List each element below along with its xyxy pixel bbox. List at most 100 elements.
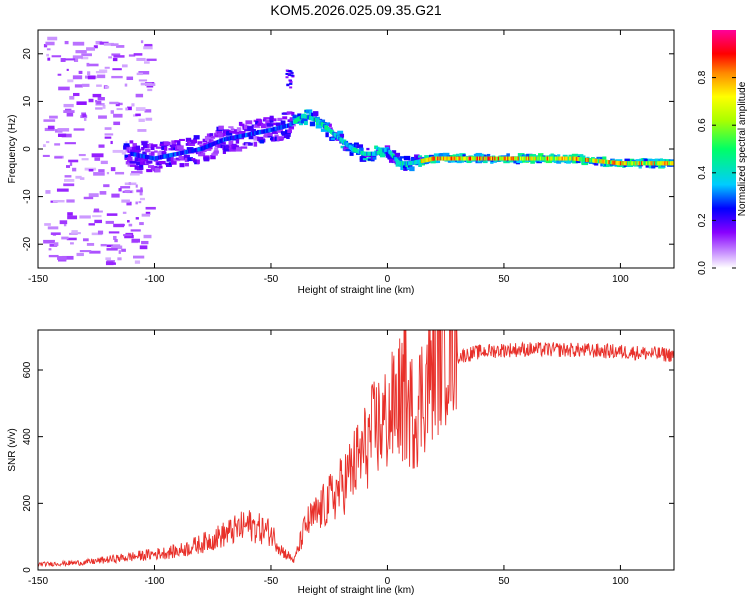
spectrum-cell xyxy=(94,219,103,224)
spectrum-cell xyxy=(418,155,423,158)
spectrum-cell xyxy=(129,164,137,167)
spectrum-cell xyxy=(213,150,219,154)
spectrum-cell xyxy=(274,134,279,138)
spectrum-cell xyxy=(72,75,83,80)
spectrum-cell xyxy=(82,113,87,118)
spectrum-cell xyxy=(61,133,72,138)
spectrum-cell xyxy=(138,201,142,204)
spectrum-cell xyxy=(566,159,571,164)
spectrum-cell xyxy=(245,120,253,125)
spectrum-cell xyxy=(168,148,173,151)
x-tick-label: 0 xyxy=(385,274,391,285)
spectrogram-heatmap xyxy=(42,36,674,266)
spectrum-cell xyxy=(63,183,75,187)
spectrum-cell xyxy=(210,154,216,160)
spectrum-cell xyxy=(500,155,506,158)
spectrum-cell xyxy=(144,109,152,113)
spectrum-cell xyxy=(91,232,103,236)
spectrum-cell xyxy=(394,152,401,157)
spectrum-cell xyxy=(57,133,67,137)
spectrum-cell xyxy=(72,167,77,172)
spectrum-cell xyxy=(228,126,234,129)
spectrum-cell xyxy=(141,240,149,245)
spectrum-cell xyxy=(108,231,120,234)
spectrum-cell xyxy=(76,252,84,257)
spectrum-cell xyxy=(111,245,123,250)
spectrum-cell xyxy=(66,199,75,203)
spectrum-cell xyxy=(286,134,290,140)
spectrum-cell xyxy=(136,72,143,76)
spectrum-cell xyxy=(134,157,142,162)
spectrum-cell xyxy=(97,230,104,235)
snr-x-axis: -150 -100 -50 0 50 100 xyxy=(28,330,629,587)
spectrum-cell xyxy=(113,121,121,126)
spectrum-cell xyxy=(143,143,150,149)
spectrum-cell xyxy=(180,156,187,161)
spectrum-cell xyxy=(545,158,553,164)
spectrum-cell xyxy=(104,66,110,69)
spectrum-cell xyxy=(143,61,150,64)
spectrum-cell xyxy=(81,53,92,57)
spectrum-cell xyxy=(506,153,510,158)
spectrum-cell xyxy=(71,230,78,234)
y-tick-label: -20 xyxy=(22,237,33,252)
spectrum-cell xyxy=(455,153,460,159)
spectrum-cell xyxy=(93,208,100,213)
spectrum-cell xyxy=(87,71,91,76)
spectrum-cell xyxy=(100,243,107,247)
spectrum-cell xyxy=(210,135,216,139)
spectrum-cell xyxy=(126,147,130,152)
spectrum-cell xyxy=(92,215,102,218)
snr-y-label: SNR (v/v) xyxy=(7,428,18,471)
spectrum-cell xyxy=(138,71,150,75)
spectrum-cell xyxy=(93,172,105,176)
spectrum-cell xyxy=(79,215,91,219)
spectrum-cell xyxy=(193,159,200,163)
spectrum-cell xyxy=(209,139,214,144)
spectrum-cell xyxy=(286,111,293,115)
spectrum-cell xyxy=(236,127,242,132)
spectrum-cell xyxy=(251,124,256,127)
spectrum-cell xyxy=(140,82,152,86)
spectrum-cell xyxy=(339,133,345,138)
x-tick-label: -50 xyxy=(264,274,279,285)
spectrum-cell xyxy=(64,178,75,182)
spectrum-cell xyxy=(285,76,289,79)
spectrum-cell xyxy=(452,154,460,158)
spectrum-cell xyxy=(170,160,177,165)
spectrum-cell xyxy=(63,103,74,108)
spectrum-cell xyxy=(285,72,289,75)
spectrum-cell xyxy=(148,143,154,149)
spectrum-cell xyxy=(98,115,107,119)
spectrum-cell xyxy=(146,58,157,61)
snr-series-line xyxy=(38,330,674,568)
spectrum-cell xyxy=(146,160,153,164)
spectrum-cell xyxy=(265,120,272,126)
spectrum-cell xyxy=(382,152,390,156)
spectrum-cell xyxy=(64,142,76,145)
spectrum-cell xyxy=(290,71,294,74)
spectrum-cell xyxy=(95,40,103,45)
spectrum-cell xyxy=(88,223,95,226)
spectrum-cell xyxy=(50,232,61,235)
spectrum-cell xyxy=(303,121,308,126)
spectrum-cell xyxy=(131,103,135,107)
spectrum-cell xyxy=(86,62,90,67)
spectrum-cell xyxy=(51,55,62,58)
x-tick-label: -150 xyxy=(28,576,48,587)
spectrum-cell xyxy=(116,45,125,48)
spectrum-cell xyxy=(275,122,281,127)
spectrum-cell xyxy=(271,129,279,134)
spectrum-cell xyxy=(138,157,145,162)
spectrum-cell xyxy=(98,144,105,148)
spectrum-cell xyxy=(96,100,102,105)
spectrum-cell xyxy=(255,122,259,128)
spectrum-cell xyxy=(184,157,189,163)
spectrum-cell xyxy=(139,164,144,170)
spectrum-cell xyxy=(82,238,89,242)
spectrum-cell xyxy=(63,110,75,113)
spectrum-cell xyxy=(104,136,112,139)
spectrum-cell xyxy=(325,132,329,138)
spectrum-cell xyxy=(665,159,671,164)
